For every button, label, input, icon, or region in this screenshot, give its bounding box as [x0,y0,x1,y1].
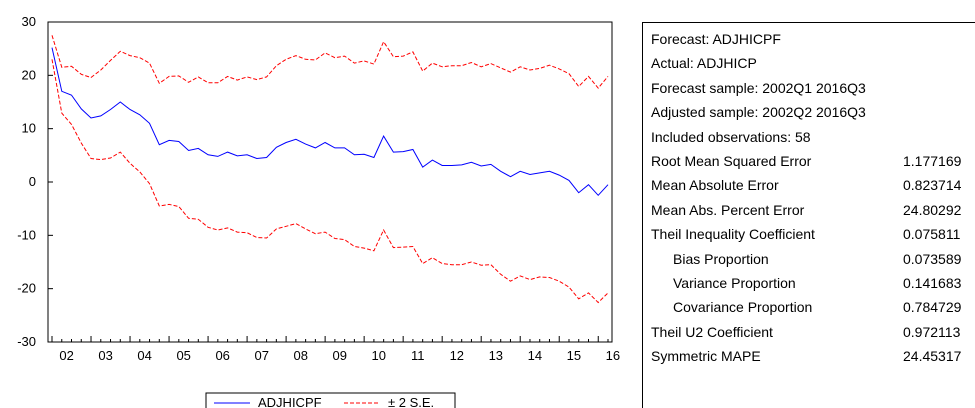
legend-label-2se: ± 2 S.E. [388,395,434,408]
x-tick-label: 14 [528,348,542,363]
stat-label: Variance Proportion [673,275,796,292]
x-tick-label: 03 [98,348,112,363]
stat-row: Mean Abs. Percent Error 24.80292 [651,198,961,222]
forecast-info: Forecast: ADJHICPF Actual: ADJHICP Forecas… [643,23,975,149]
x-tick-label: 07 [254,348,268,363]
stat-value: 0.972113 [903,323,961,340]
stat-row: Bias Proportion 0.073589 [651,247,961,271]
chart-axes: 30 20 10 0 -10 -20 -30 02 03 04 05 06 07 08 09 10 11 12 13… [17,14,620,363]
stat-label: Mean Abs. Percent Error [651,201,805,218]
series-line-adjhicpf [51,47,609,197]
x-tick-label: 15 [567,348,581,363]
stat-label: Theil U2 Coefficient [651,323,773,340]
stat-row: Theil Inequality Coefficient 0.075811 [651,222,961,246]
chart-series [51,35,609,304]
error-statistics-table: Root Mean Squared Error 1.177169 Mean Abso… [651,149,961,369]
x-tick-label: 11 [411,348,425,363]
series-line-upper-2se [51,35,609,89]
stat-label: Covariance Proportion [673,299,813,316]
stat-label: Mean Absolute Error [651,177,779,194]
x-tick-label: 04 [137,348,151,363]
stat-value: 0.075811 [903,226,961,243]
stat-value: 0.784729 [903,299,962,316]
legend-box [205,392,456,408]
x-tick-label: 05 [176,348,190,363]
info-line: Adjusted sample: 2002Q2 2016Q3 [651,104,866,121]
y-tick-label: -20 [17,281,36,296]
x-tick-label: 12 [450,348,464,363]
stat-value: 0.141683 [903,275,962,292]
y-tick-label: -10 [17,227,36,242]
x-tick-label: 10 [372,348,386,363]
stat-row: Theil U2 Coefficient 0.972113 [651,320,961,344]
stat-value: 24.80292 [903,201,962,218]
stat-row: Symmetric MAPE 24.45317 [651,344,961,368]
x-tick-label: 16 [606,348,620,363]
y-tick-label: 20 [22,67,36,82]
stat-row: Mean Absolute Error 0.823714 [651,173,961,197]
stat-row: Variance Proportion 0.141683 [651,271,961,295]
x-tick-label: 09 [333,348,347,363]
stat-label: Bias Proportion [673,250,769,267]
stat-value: 1.177169 [903,153,962,170]
stat-label: Symmetric MAPE [651,348,761,365]
legend-label-adjhicpf: ADJHICPF [258,395,322,408]
stat-label: Theil Inequality Coefficient [651,226,815,243]
plot-frame [47,21,613,343]
stat-value: 0.823714 [903,177,962,194]
stat-value: 0.073589 [903,250,962,267]
x-tick-label: 13 [489,348,503,363]
x-tick-label: 08 [294,348,308,363]
y-tick-label: 10 [22,121,36,136]
info-line: Forecast sample: 2002Q1 2016Q3 [651,79,866,96]
forecast-chart: 30 20 10 0 -10 -20 -30 02 03 04 05 06 07 08 09 10 11 12 13… [17,14,620,408]
stat-row: Root Mean Squared Error 1.177169 [651,149,961,173]
stat-value: 24.45317 [903,348,962,365]
forecast-statistics-panel: Forecast: ADJHICPF Actual: ADJHICP Forecas… [642,22,975,408]
x-tick-label: 02 [59,348,73,363]
info-line: Forecast: ADJHICPF [651,31,781,47]
y-tick-label: 30 [22,14,36,29]
y-tick-label: 0 [29,174,36,189]
series-line-lower-2se [51,59,609,304]
stat-label: Root Mean Squared Error [651,153,812,170]
info-line: Actual: ADJHICP [651,55,757,72]
chart-legend: ADJHICPF ± 2 S.E. [205,392,456,408]
stat-row: Covariance Proportion 0.784729 [651,295,961,319]
x-tick-label: 06 [215,348,229,363]
y-tick-label: -30 [17,334,36,349]
info-line: Included observations: 58 [651,128,811,145]
